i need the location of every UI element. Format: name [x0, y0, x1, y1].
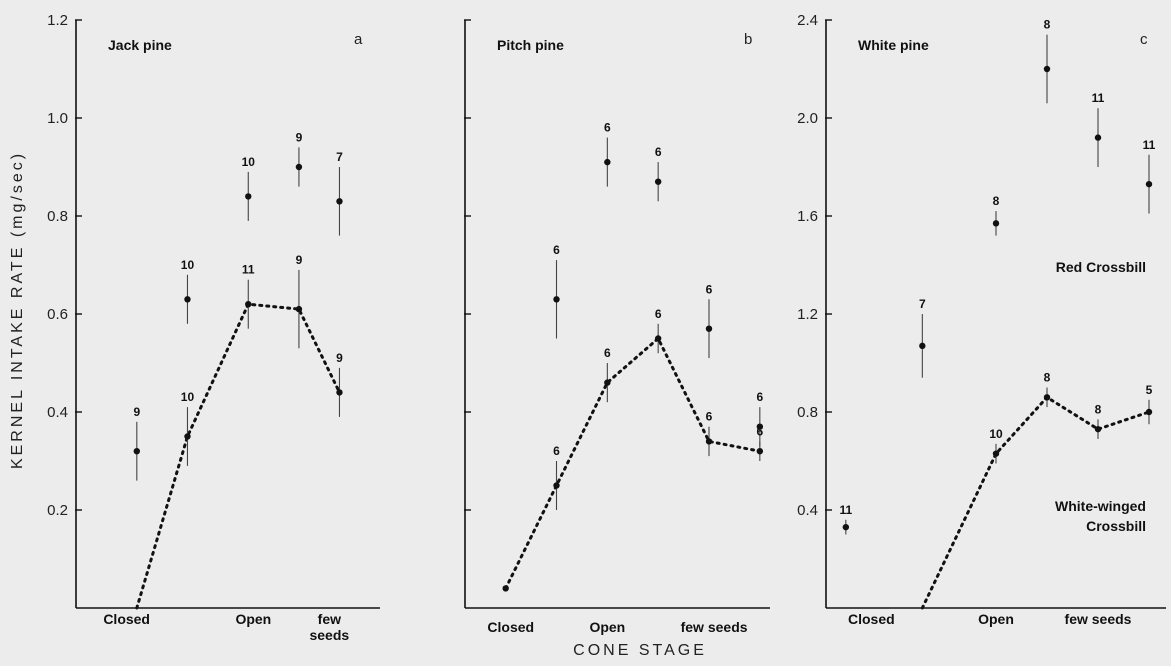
data-point	[1043, 65, 1051, 73]
annotation-crossbill: Crossbill	[1086, 518, 1146, 534]
category-label: Closed	[848, 611, 895, 627]
category-label: few seeds	[681, 619, 748, 635]
y-tick-label: 1.6	[797, 208, 818, 225]
y-tick-label: 0.4	[47, 404, 68, 421]
data-point	[336, 198, 343, 205]
category-label: few seeds	[309, 611, 349, 643]
sample-size-label: 11	[242, 263, 255, 277]
data-point	[756, 448, 764, 455]
data-point	[842, 523, 850, 531]
sample-size-label: 8	[1044, 18, 1051, 32]
y-axis-label: KERNEL INTAKE RATE (mg/sec)	[9, 151, 26, 469]
sample-size-label: 8	[1095, 402, 1102, 416]
data-point	[1145, 408, 1153, 416]
sample-size-label: 6	[756, 390, 763, 404]
panel-a: 0.2 0.4 0.6 0.8 1.0 1.2 Closed Open few seeds Jack…	[47, 12, 380, 643]
data-point	[604, 379, 611, 386]
sample-size-label: 7	[919, 297, 926, 311]
sample-size-label: 8	[993, 194, 1000, 208]
data-point	[295, 305, 303, 313]
sample-size-label: 6	[706, 282, 713, 296]
y-tick-label: 2.0	[797, 110, 818, 127]
category-label: Open	[589, 619, 625, 635]
sample-size-label: 9	[296, 253, 303, 267]
data-point	[654, 335, 662, 342]
sample-size-label: 6	[655, 307, 662, 321]
panel-letter: a	[354, 31, 363, 48]
data-point	[336, 389, 343, 396]
data-point	[705, 438, 713, 445]
data-point	[919, 342, 926, 350]
panel-title: Jack pine	[108, 37, 172, 53]
category-label: Open	[235, 611, 271, 627]
data-point	[184, 433, 191, 440]
data-point	[502, 585, 509, 592]
annotation-red-crossbill: Red Crossbill	[1056, 259, 1146, 275]
sample-size-label: 7	[336, 150, 343, 164]
sample-size-label: 10	[181, 390, 195, 404]
category-label: Closed	[487, 619, 534, 635]
data-point	[133, 448, 140, 455]
panel-b: Closed Open few seeds Pitch pine b 6 6 6 6 6 6 6 6 6 6	[464, 19, 770, 635]
sample-size-label: 11	[839, 503, 852, 517]
data-point	[1094, 425, 1102, 433]
data-point	[295, 163, 303, 171]
category-label: few seeds	[1065, 611, 1132, 627]
y-tick-label: 1.2	[47, 12, 68, 29]
sample-size-label: 6	[706, 410, 713, 424]
sample-size-label: 10	[181, 258, 195, 272]
data-point	[1043, 394, 1051, 401]
data-point	[245, 301, 252, 308]
sample-size-label: 11	[1092, 91, 1105, 105]
y-tick-label: 0.4	[797, 502, 818, 519]
data-point	[553, 296, 560, 303]
data-point	[992, 220, 1000, 227]
panel-c: 0.4 0.8 1.2 1.6 2.0 2.4 Closed Open few seeds Whi…	[797, 12, 1166, 627]
sample-size-label: 9	[336, 351, 343, 365]
x-axis-label: CONE STAGE	[573, 642, 707, 659]
sample-size-label: 9	[296, 130, 303, 144]
data-point	[553, 482, 560, 489]
category-label: Closed	[103, 611, 150, 627]
data-point	[184, 296, 191, 303]
data-point	[1145, 180, 1153, 188]
panel-title: Pitch pine	[497, 37, 564, 53]
panel-letter: b	[744, 31, 752, 48]
sample-size-label: 8	[1044, 371, 1051, 385]
data-point	[1094, 134, 1102, 141]
sample-size-label: 6	[655, 145, 662, 159]
y-tick-label: 0.8	[47, 208, 68, 225]
data-point	[654, 178, 662, 185]
sample-size-label: 9	[133, 405, 140, 419]
data-point	[604, 158, 611, 166]
sample-size-label: 10	[989, 427, 1003, 441]
panel-title: White pine	[858, 37, 929, 53]
chart-panels: 0.2 0.4 0.6 0.8 1.0 1.2 Closed Open few seeds Jack…	[47, 12, 1166, 643]
sample-size-label: 5	[1146, 383, 1153, 397]
sample-size-label: 6	[756, 424, 763, 438]
y-tick-label: 0.8	[797, 404, 818, 421]
data-point	[245, 193, 252, 200]
data-point	[705, 325, 713, 332]
sample-size-label: 6	[604, 346, 611, 360]
data-point	[756, 423, 764, 430]
sample-size-label: 10	[242, 155, 256, 169]
sample-size-label: 6	[553, 243, 560, 257]
annotation-white-winged: White-winged	[1055, 498, 1146, 514]
panel-letter: c	[1140, 31, 1148, 48]
y-tick-label: 2.4	[797, 12, 818, 29]
category-label: Open	[978, 611, 1014, 627]
y-tick-label: 0.6	[47, 306, 68, 323]
y-tick-label: 1.0	[47, 110, 68, 127]
series-line-white-winged	[504, 336, 762, 590]
y-tick-label: 1.2	[797, 306, 818, 323]
data-point	[992, 450, 1000, 457]
series-line-white-winged	[135, 302, 341, 610]
sample-size-label: 11	[1143, 138, 1156, 152]
y-tick-label: 0.2	[47, 502, 68, 519]
sample-size-label: 6	[553, 444, 560, 458]
sample-size-label: 6	[604, 121, 611, 135]
